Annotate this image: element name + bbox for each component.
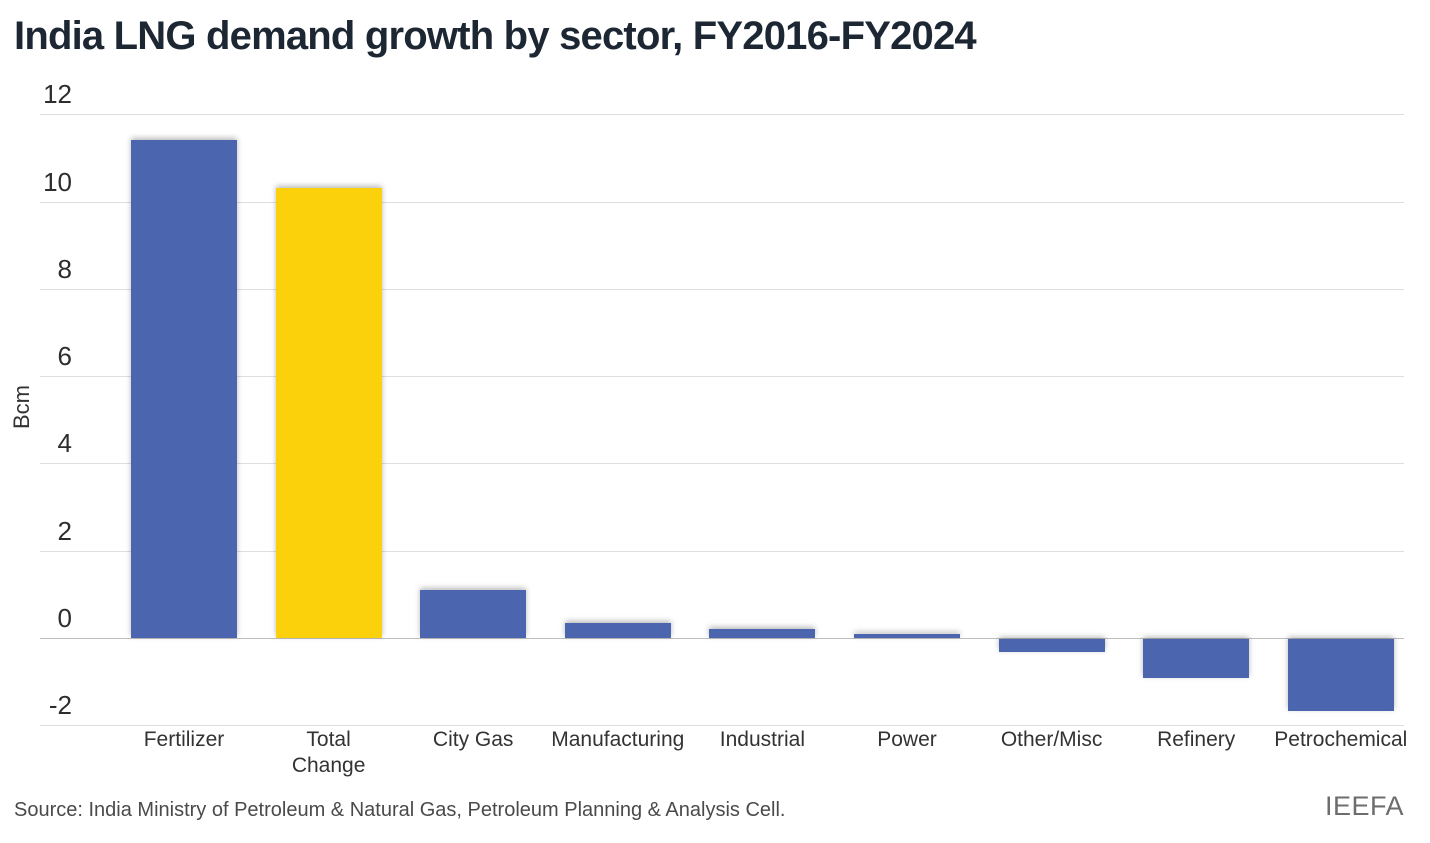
y-axis-title: Bcm [9,385,34,429]
y-tick-label-12: 12 [43,79,72,110]
y-tick-label-2: 2 [57,515,72,546]
bar-city-gas [420,589,527,638]
x-tick-label-industrial: Industrial [719,728,805,751]
gridline-6 [40,376,1404,378]
x-tick-label-city-gas: City Gas [432,728,514,751]
x-tick-label-total-change: Total Change [291,728,366,777]
x-tick-label-petrochemical: Petrochemical [1274,728,1408,751]
gridline-12 [40,114,1404,116]
bar-power [854,633,960,638]
chart-title: India LNG demand growth by sector, FY201… [14,14,977,58]
y-tick-label-10: 10 [43,166,72,197]
y-tick-label-8: 8 [57,253,72,284]
ieefa-logo: IEEFA [1324,791,1404,821]
gridline-8 [40,288,1404,290]
bar-total-change [275,188,382,638]
bar-other-misc [998,639,1105,653]
bar-refinery [1143,639,1250,679]
gridline-10 [40,201,1404,203]
x-tick-label-other-misc: Other/Misc [1000,728,1103,751]
y-tick-label--2: -2 [48,690,72,721]
gridline-4 [40,463,1404,465]
x-tick-label-power: Power [877,728,937,751]
source-note: Source: India Ministry of Petroleum & Na… [14,799,786,821]
y-tick-label-0: 0 [57,603,72,633]
gridline-0 [40,638,1404,639]
bar-petrochemical [1287,639,1394,712]
x-tick-label-fertilizer: Fertilizer [143,728,225,751]
gridline-2 [40,550,1404,552]
bar-industrial [709,629,816,638]
gridline--2 [40,725,1404,727]
bar-manufacturing [564,622,671,638]
x-tick-label-refinery: Refinery [1157,728,1236,751]
x-tick-label-manufacturing: Manufacturing [551,728,685,751]
y-tick-label-4: 4 [57,428,72,459]
bar-fertilizer [131,140,237,638]
y-tick-label-6: 6 [57,341,72,372]
